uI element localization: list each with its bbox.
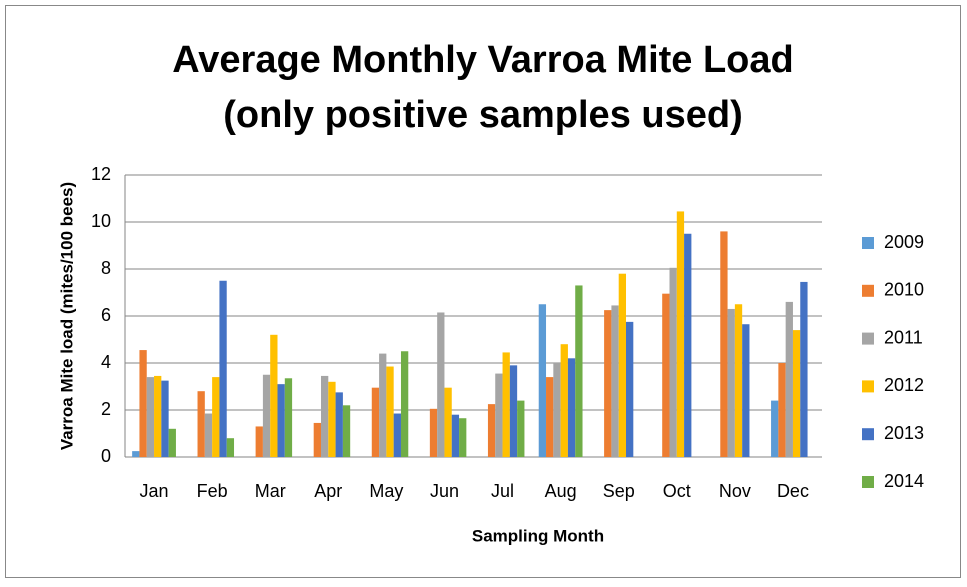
bar [313, 422, 321, 457]
bar [684, 233, 692, 457]
chart-title: Average Monthly Varroa Mite Load [172, 39, 794, 81]
bar [219, 280, 227, 457]
legend-label: 2009 [884, 232, 924, 252]
legend-swatch [862, 476, 874, 488]
x-axis-label: Sampling Month [472, 526, 604, 545]
bar [393, 413, 401, 457]
bar [386, 366, 394, 457]
bar [277, 384, 285, 457]
bar [618, 273, 627, 457]
bar [226, 438, 235, 457]
x-tick-label: Oct [663, 481, 691, 501]
bar [509, 365, 518, 457]
bar [662, 293, 670, 457]
bar [255, 426, 263, 457]
bar [720, 231, 728, 457]
bar [771, 400, 779, 457]
bar [669, 267, 677, 457]
bar [459, 418, 467, 457]
bar [270, 334, 278, 457]
bar [335, 392, 343, 457]
bar [429, 408, 438, 457]
legend-swatch [862, 428, 874, 441]
bar [538, 304, 547, 457]
bar [517, 400, 525, 457]
bar [161, 380, 169, 457]
y-axis-label: Varroa Mite load (mites/100 bees) [57, 182, 76, 450]
bar [154, 375, 162, 457]
bar [444, 387, 452, 457]
x-tick-label: Mar [255, 481, 286, 501]
bar [262, 374, 271, 457]
bar [626, 321, 634, 457]
y-tick-label: 2 [101, 399, 111, 419]
x-tick-label: Feb [197, 481, 228, 501]
y-tick-label: 0 [101, 446, 111, 466]
x-tick-label: May [369, 481, 403, 501]
bar [132, 451, 140, 457]
legend-swatch [862, 332, 874, 345]
bar [212, 377, 220, 457]
legend-swatch [862, 380, 874, 393]
bar [168, 428, 176, 457]
legend-swatch [862, 284, 874, 297]
bar [567, 358, 576, 457]
bar [284, 378, 293, 457]
bar [560, 344, 568, 457]
bar [451, 414, 460, 457]
y-tick-label: 10 [91, 211, 111, 231]
legend-label: 2014 [884, 471, 924, 491]
x-tick-label: Dec [777, 481, 809, 501]
bar [371, 387, 380, 457]
x-tick-label: Sep [603, 481, 635, 501]
legend-label: 2010 [884, 280, 924, 300]
x-tick-label: Jan [140, 481, 169, 501]
x-tick-label: Nov [719, 481, 751, 501]
bar [778, 363, 786, 457]
x-tick-label: Apr [314, 481, 342, 501]
bar [800, 281, 808, 457]
bar [400, 351, 409, 457]
bar [792, 330, 801, 457]
bar [495, 373, 503, 457]
bar [676, 211, 685, 457]
bar [379, 353, 387, 457]
x-tick-label: Jul [491, 481, 514, 501]
x-tick-label: Aug [545, 481, 577, 501]
bar [611, 305, 619, 457]
y-tick-label: 6 [101, 305, 111, 325]
bar [139, 350, 147, 457]
bar [502, 352, 510, 457]
y-tick-label: 8 [101, 258, 111, 278]
bar [437, 312, 445, 457]
bar [320, 375, 329, 457]
bar [785, 301, 793, 457]
bar [204, 413, 213, 457]
bar [553, 363, 561, 457]
chart-subtitle: (only positive samples used) [223, 94, 742, 136]
y-tick-label: 12 [91, 164, 111, 184]
bar [197, 391, 205, 457]
bar [727, 308, 735, 457]
bar [146, 377, 155, 457]
legend-label: 2011 [884, 327, 923, 347]
legend-swatch [862, 237, 874, 249]
bar [342, 405, 351, 457]
legend-label: 2012 [884, 375, 924, 395]
bar [742, 324, 750, 457]
bar [328, 381, 336, 457]
legend-label: 2013 [884, 423, 924, 443]
bar [487, 404, 496, 457]
bar [604, 310, 612, 457]
y-tick-label: 4 [101, 352, 111, 372]
bar [734, 304, 743, 457]
bar [575, 285, 583, 457]
bar [546, 377, 554, 457]
x-tick-label: Jun [430, 481, 459, 501]
